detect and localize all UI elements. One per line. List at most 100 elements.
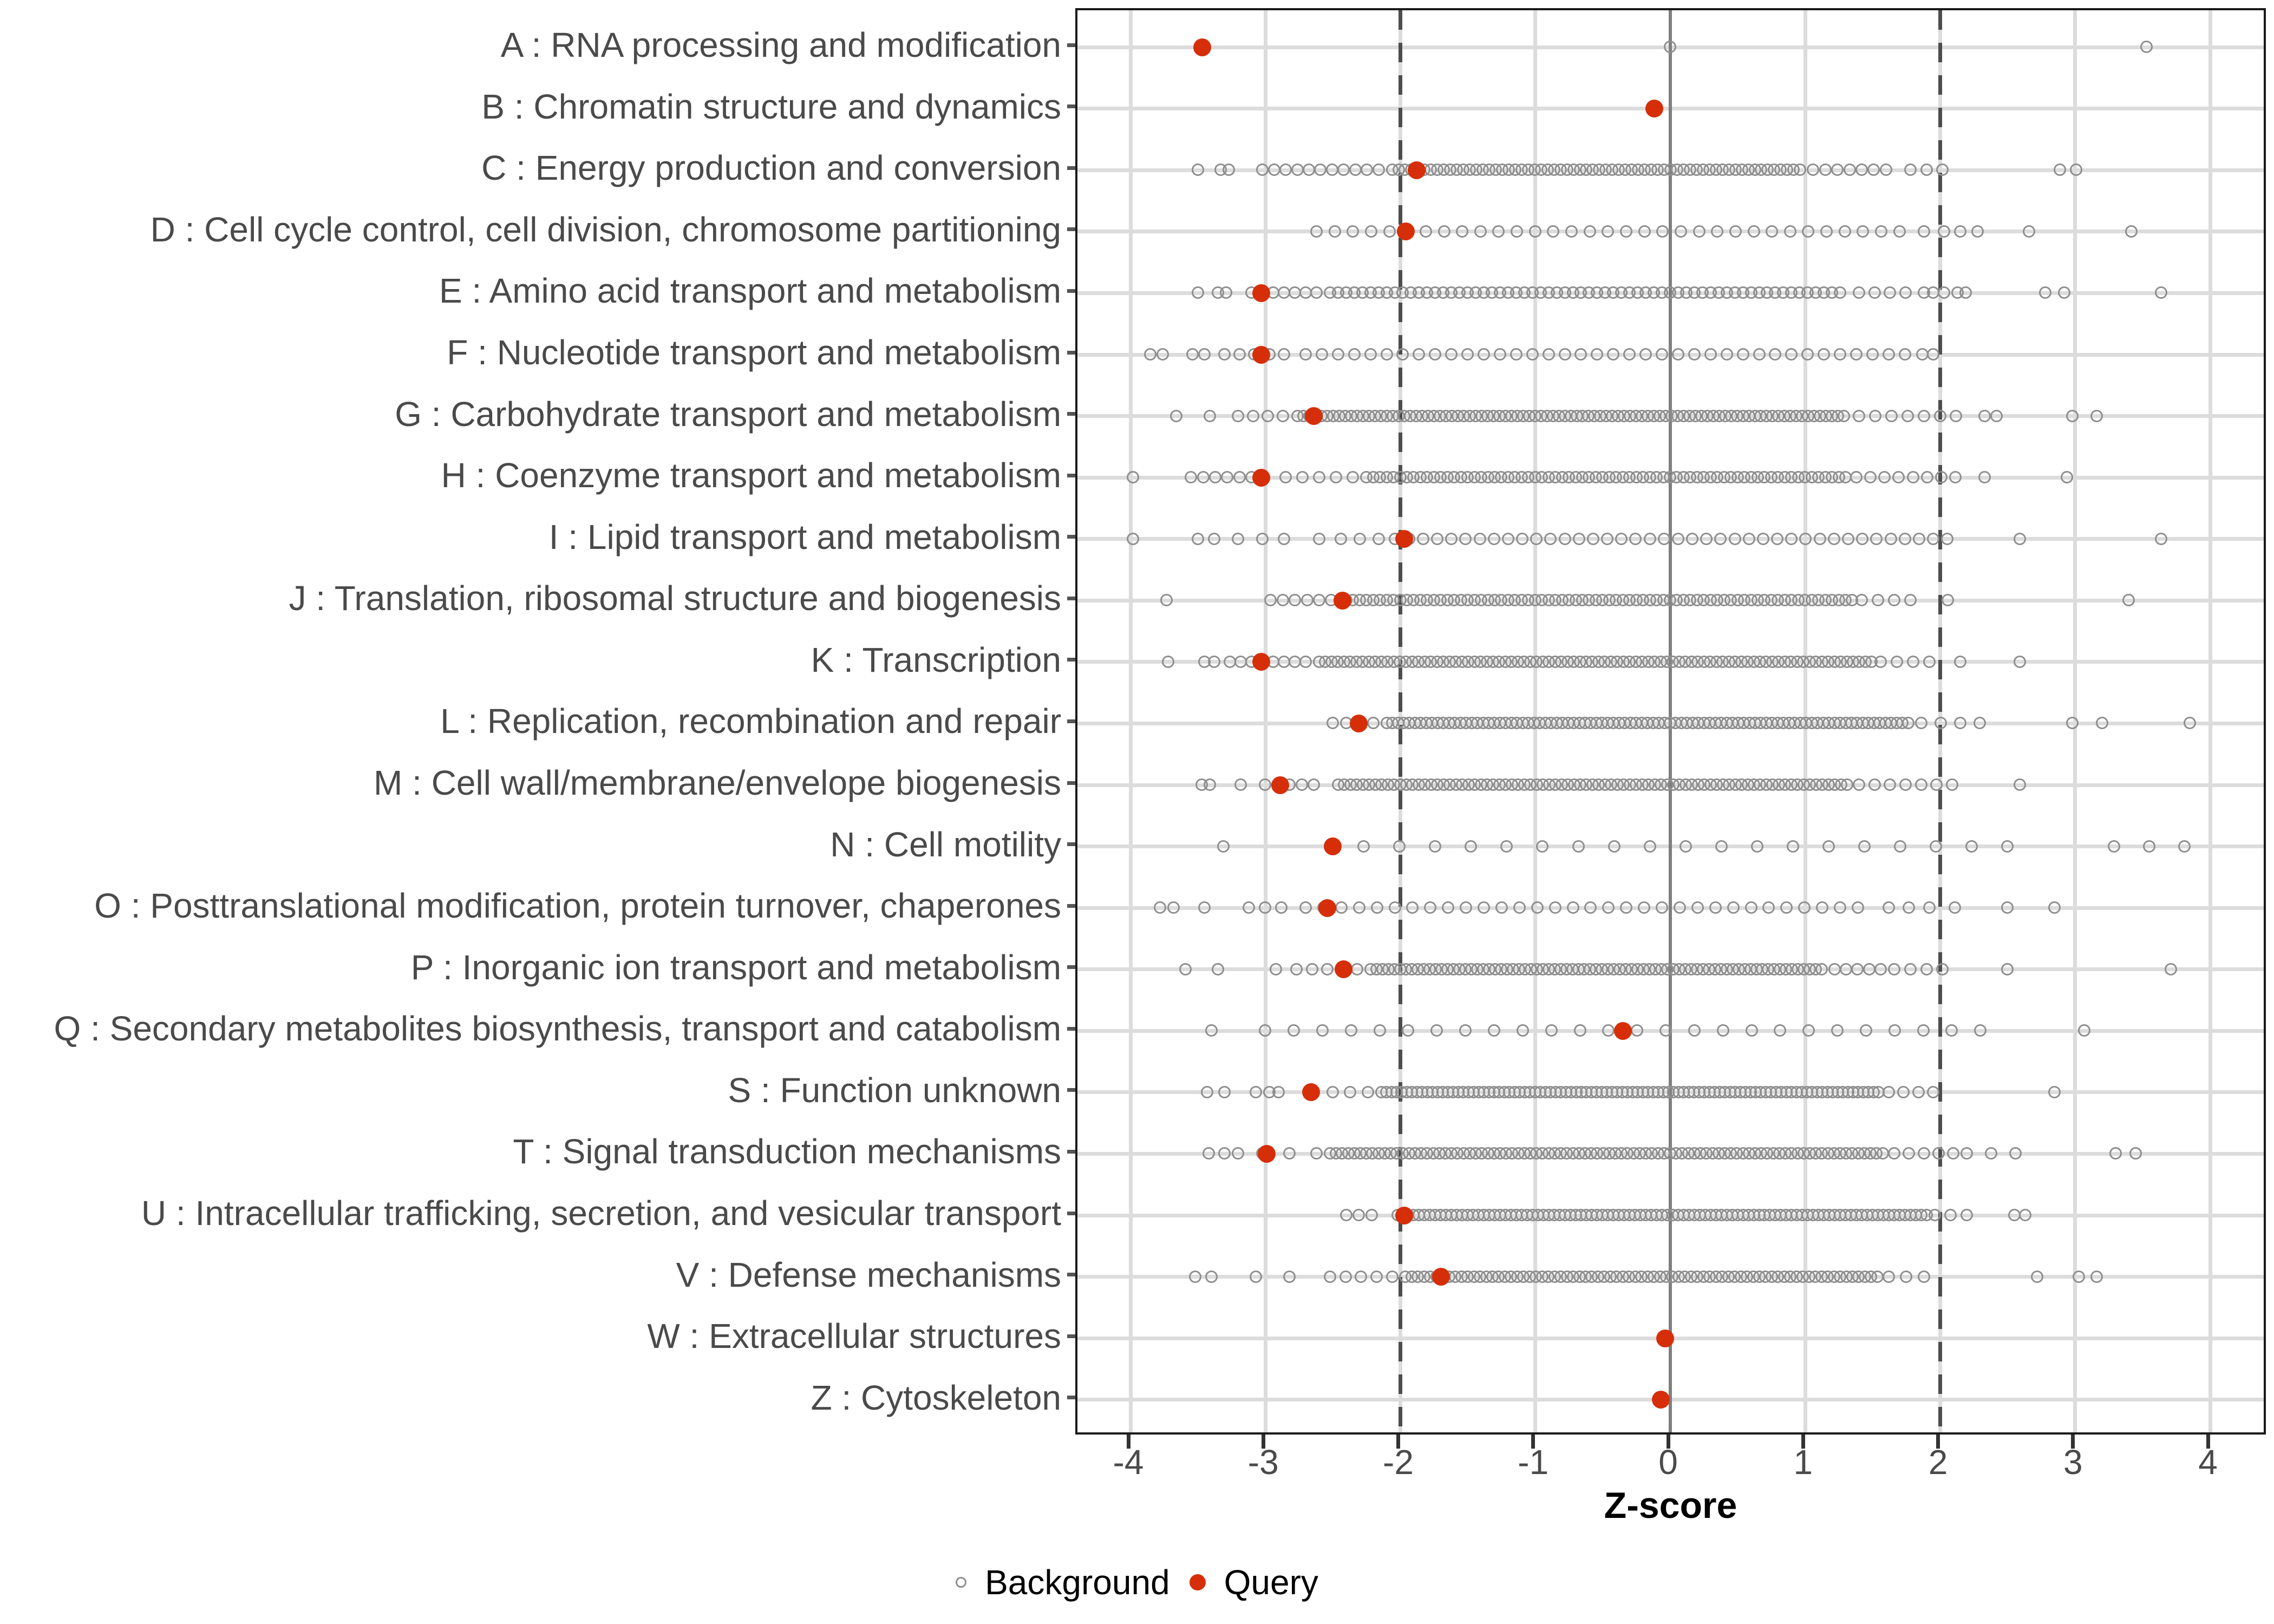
x-axis-tick bbox=[1531, 1435, 1535, 1449]
background-point bbox=[1657, 532, 1670, 545]
background-point bbox=[1671, 348, 1684, 361]
background-point bbox=[1267, 163, 1280, 176]
background-point bbox=[1799, 532, 1812, 545]
background-point bbox=[1914, 717, 1927, 730]
background-point bbox=[1437, 225, 1450, 238]
background-point bbox=[1169, 409, 1182, 422]
background-point bbox=[1511, 225, 1524, 238]
background-point bbox=[1813, 532, 1826, 545]
background-point bbox=[1643, 532, 1656, 545]
gridline-vertical bbox=[1263, 10, 1267, 1432]
background-point bbox=[1430, 1024, 1443, 1037]
y-axis-tick bbox=[1067, 104, 1075, 109]
background-point bbox=[1892, 471, 1905, 484]
background-point bbox=[1344, 1024, 1357, 1037]
y-axis-label: T : Signal transduction mechanisms bbox=[513, 1132, 1061, 1171]
background-point bbox=[1884, 778, 1897, 791]
query-point bbox=[1252, 284, 1271, 302]
background-point bbox=[1429, 348, 1442, 361]
background-point bbox=[1370, 1270, 1383, 1283]
background-point bbox=[1961, 1147, 1974, 1160]
background-point bbox=[1688, 348, 1701, 361]
background-point bbox=[1431, 532, 1444, 545]
background-point bbox=[1714, 532, 1727, 545]
background-point bbox=[1459, 1024, 1472, 1037]
background-point bbox=[1350, 962, 1363, 975]
background-point bbox=[1601, 532, 1614, 545]
query-point bbox=[1305, 407, 1323, 425]
background-point bbox=[1602, 1024, 1615, 1037]
background-point bbox=[1927, 348, 1940, 361]
background-point bbox=[1948, 901, 1961, 914]
background-point bbox=[1126, 471, 1139, 484]
background-point bbox=[2060, 471, 2073, 484]
background-point bbox=[2023, 225, 2035, 238]
background-point bbox=[1756, 532, 1769, 545]
y-axis-tick bbox=[1067, 903, 1075, 908]
background-point bbox=[1396, 348, 1409, 361]
background-point bbox=[1204, 778, 1217, 791]
background-point bbox=[1893, 225, 1906, 238]
background-point bbox=[1638, 901, 1651, 914]
background-point bbox=[1299, 901, 1312, 914]
background-point bbox=[1864, 471, 1877, 484]
y-axis-tick bbox=[1067, 1334, 1075, 1338]
background-point bbox=[1500, 840, 1513, 853]
background-point bbox=[1691, 901, 1704, 914]
background-point bbox=[1720, 348, 1733, 361]
gridline-vertical bbox=[2208, 10, 2212, 1432]
background-point bbox=[1364, 225, 1377, 238]
background-point bbox=[1198, 901, 1211, 914]
background-point bbox=[1840, 962, 1853, 975]
background-point bbox=[1335, 901, 1348, 914]
query-point bbox=[1656, 1329, 1674, 1347]
y-axis-label: O : Posttranslational modification, prot… bbox=[94, 886, 1061, 926]
background-point bbox=[1893, 840, 1906, 853]
background-point bbox=[1528, 225, 1541, 238]
background-point bbox=[1656, 901, 1669, 914]
y-axis-label: E : Amino acid transport and metabolism bbox=[439, 271, 1061, 311]
background-point bbox=[2155, 532, 2168, 545]
background-point bbox=[1693, 225, 1706, 238]
background-point bbox=[1291, 163, 1304, 176]
background-point bbox=[1156, 348, 1169, 361]
background-point bbox=[1339, 1209, 1352, 1222]
background-point bbox=[1179, 962, 1192, 975]
background-point bbox=[1510, 348, 1522, 361]
background-point bbox=[1727, 901, 1740, 914]
background-point bbox=[1903, 1147, 1916, 1160]
background-point bbox=[1126, 532, 1139, 545]
background-point bbox=[1855, 594, 1868, 607]
background-point bbox=[1927, 1085, 1940, 1098]
background-point bbox=[1270, 962, 1283, 975]
background-point bbox=[1545, 1024, 1558, 1037]
x-axis-tick-label: -1 bbox=[1518, 1443, 1549, 1482]
y-axis-label: L : Replication, recombination and repai… bbox=[440, 702, 1061, 741]
background-point bbox=[1370, 901, 1383, 914]
background-point bbox=[1941, 532, 1954, 545]
background-point bbox=[1906, 655, 1919, 668]
background-point bbox=[1264, 594, 1277, 607]
background-point bbox=[2125, 225, 2138, 238]
background-point bbox=[1882, 1270, 1895, 1283]
background-point bbox=[1306, 962, 1319, 975]
background-point bbox=[1961, 1209, 1974, 1222]
background-point bbox=[1232, 1147, 1245, 1160]
background-point bbox=[1841, 778, 1854, 791]
background-point bbox=[1903, 901, 1916, 914]
background-point bbox=[1971, 225, 1984, 238]
background-point bbox=[1745, 1024, 1758, 1037]
background-point bbox=[1233, 348, 1246, 361]
background-point bbox=[2183, 717, 2196, 730]
y-axis-tick bbox=[1067, 781, 1075, 785]
background-point bbox=[1857, 225, 1870, 238]
query-point bbox=[1302, 1083, 1321, 1102]
background-point bbox=[1530, 532, 1543, 545]
background-point bbox=[1191, 163, 1204, 176]
background-point bbox=[1965, 840, 1978, 853]
background-point bbox=[1834, 286, 1847, 299]
background-point bbox=[1328, 225, 1341, 238]
x-axis-tick-label: 4 bbox=[2198, 1443, 2218, 1482]
query-point bbox=[1193, 38, 1211, 56]
background-point bbox=[1953, 225, 1966, 238]
